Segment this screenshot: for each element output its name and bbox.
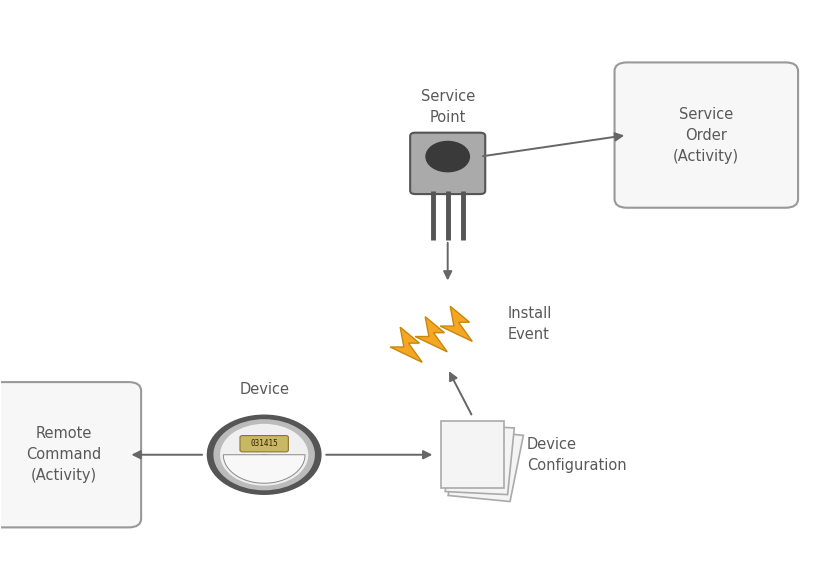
FancyBboxPatch shape [0, 382, 141, 527]
Circle shape [214, 420, 314, 489]
FancyBboxPatch shape [445, 425, 513, 495]
Text: Device
Configuration: Device Configuration [527, 437, 626, 472]
Polygon shape [440, 306, 472, 342]
FancyBboxPatch shape [240, 436, 288, 452]
FancyBboxPatch shape [410, 133, 485, 194]
Circle shape [426, 141, 469, 172]
FancyBboxPatch shape [255, 460, 273, 468]
FancyBboxPatch shape [614, 62, 797, 208]
Text: Service
Point: Service Point [420, 89, 474, 125]
FancyBboxPatch shape [447, 429, 522, 502]
Circle shape [221, 425, 307, 485]
Polygon shape [390, 327, 421, 362]
Polygon shape [415, 317, 446, 352]
Polygon shape [223, 455, 304, 483]
Text: Install
Event: Install Event [507, 306, 552, 342]
Text: Device: Device [239, 381, 288, 397]
Text: Service
Order
(Activity): Service Order (Activity) [672, 106, 738, 164]
Text: 031415: 031415 [250, 439, 278, 448]
Text: Remote
Command
(Activity): Remote Command (Activity) [26, 426, 101, 483]
Circle shape [207, 415, 320, 494]
FancyBboxPatch shape [441, 421, 503, 488]
